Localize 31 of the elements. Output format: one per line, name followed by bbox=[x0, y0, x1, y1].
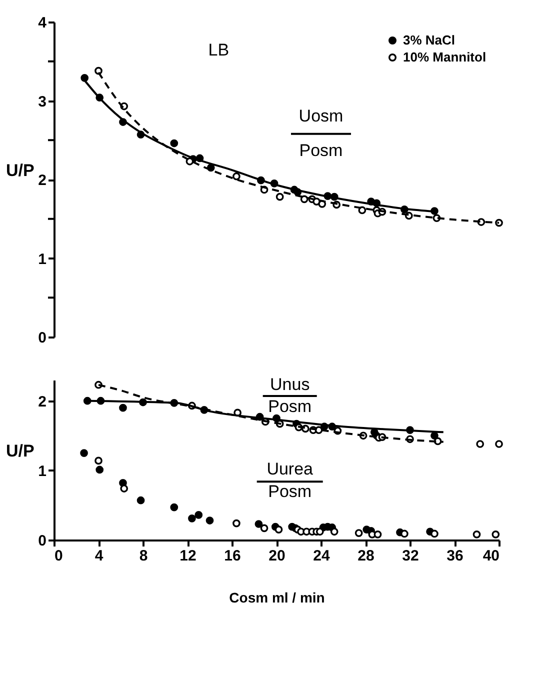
annotation: LB bbox=[208, 40, 230, 60]
annotation: Posm bbox=[268, 397, 312, 416]
legend-label: 3% NaCl bbox=[403, 32, 456, 48]
x-tick-label: 32 bbox=[402, 548, 419, 564]
y-axis-title: U/P bbox=[6, 161, 34, 180]
y-tick-label: 0 bbox=[38, 330, 46, 346]
annotation: Unus bbox=[270, 374, 310, 394]
x-tick-label: 20 bbox=[268, 548, 286, 564]
y-tick-label: 4 bbox=[38, 14, 48, 32]
y-axis-title: U/P bbox=[6, 442, 34, 460]
x-tick-label: 24 bbox=[313, 548, 330, 564]
annotation: Posm bbox=[268, 482, 312, 501]
y-tick-label: 3 bbox=[38, 93, 46, 110]
y-tick-label: 2 bbox=[38, 393, 46, 410]
y-tick-label: 1 bbox=[38, 250, 46, 268]
x-tick-label: 40 bbox=[482, 548, 500, 564]
x-axis-title: Cosm ml / min bbox=[229, 590, 325, 606]
legend-label: 10% Mannitol bbox=[403, 50, 486, 64]
x-tick-label: 28 bbox=[358, 548, 374, 564]
annotation: Uosm bbox=[298, 106, 344, 126]
y-tick-label: 2 bbox=[38, 172, 46, 189]
annotation: Uurea bbox=[266, 460, 314, 479]
y-tick-label: 0 bbox=[38, 532, 46, 550]
x-tick-label: 0 bbox=[54, 548, 63, 564]
annotation: Posm bbox=[299, 141, 343, 160]
x-tick-label: 8 bbox=[139, 548, 148, 564]
x-tick-label: 12 bbox=[180, 548, 196, 564]
y-tick-label: 1 bbox=[38, 462, 46, 480]
x-tick-label: 4 bbox=[94, 548, 104, 564]
x-tick-label: 36 bbox=[446, 548, 464, 564]
x-tick-label: 16 bbox=[224, 548, 241, 564]
